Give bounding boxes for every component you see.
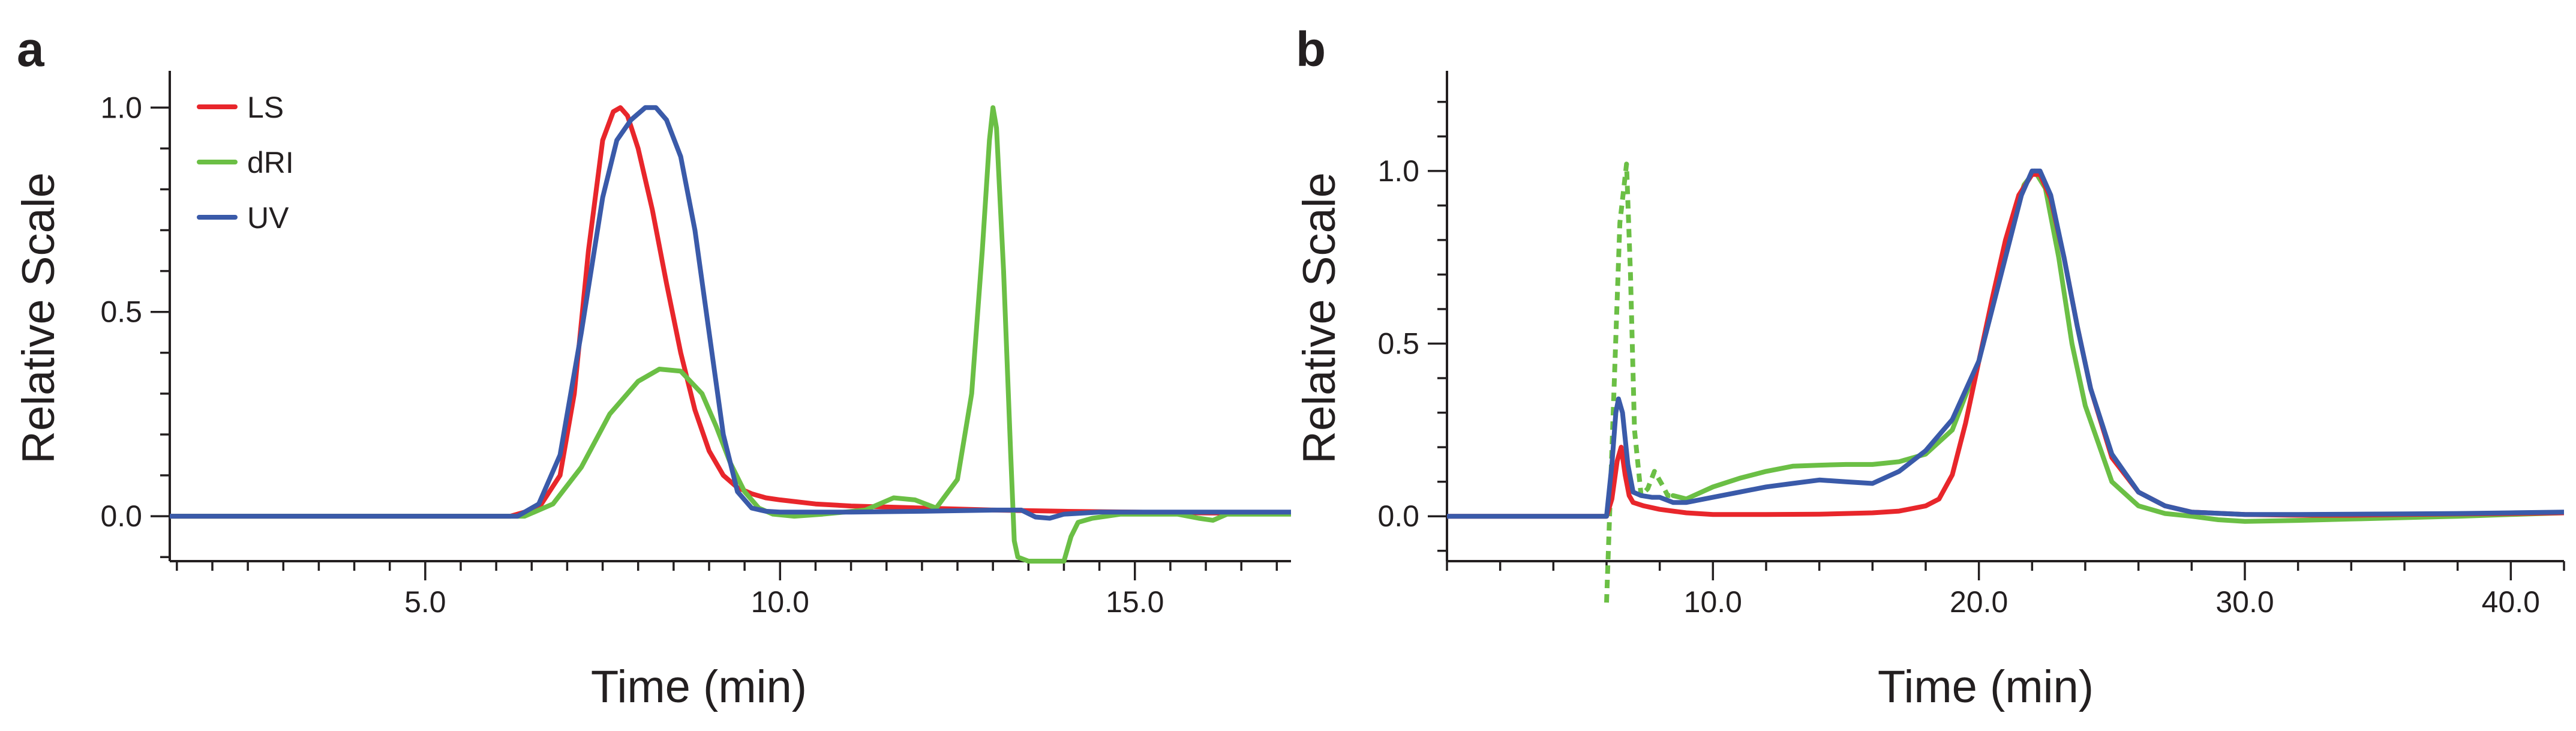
plot-area-b: 10.0 20.0 30.0 40.0 0.0 0.5 1.0 xyxy=(1377,71,2565,619)
x-tick-label: 20.0 xyxy=(1950,585,2008,619)
x-tick-label: 40.0 xyxy=(2482,585,2540,619)
x-tick-label: 10.0 xyxy=(751,585,809,619)
y-axis-title-a: Relative Scale xyxy=(13,172,64,464)
legend-label-ls: LS xyxy=(247,91,284,124)
y-axis-title-b: Relative Scale xyxy=(1294,172,1345,464)
series-line-dri-dashed xyxy=(1604,161,1673,603)
series-line-uv xyxy=(1447,168,2564,519)
x-tick-label: 5.0 xyxy=(404,585,446,619)
x-tick-label: 30.0 xyxy=(2215,585,2274,619)
y-tick-label: 0.0 xyxy=(100,499,142,533)
panel-letter-b: b xyxy=(1296,22,1326,77)
y-tick-label: 1.0 xyxy=(1377,154,1419,188)
plot-area-a: 5.0 10.0 15.0 0.0 0.5 1.0 LS dRI UV xyxy=(100,71,1291,619)
panel-letter-a: a xyxy=(17,22,45,77)
x-axis-title-a: Time (min) xyxy=(591,661,807,712)
y-tick-label: 0.5 xyxy=(100,295,142,329)
legend-label-uv: UV xyxy=(247,201,289,235)
series-line-ls xyxy=(1447,172,2564,519)
x-tick-label: 15.0 xyxy=(1106,585,1164,619)
legend-label-dri: dRI xyxy=(247,146,294,179)
panel-a: a Relative Scale Time (min) 5.0 10.0 15.0 0… xyxy=(13,22,1291,712)
series-line-dri xyxy=(170,105,1291,564)
series-line-uv xyxy=(170,105,1291,521)
y-tick-label: 1.0 xyxy=(100,91,142,124)
y-tick-label: 0.0 xyxy=(1377,499,1419,533)
y-tick-label: 0.5 xyxy=(1377,327,1419,361)
x-tick-label: 10.0 xyxy=(1684,585,1742,619)
x-axis-title-b: Time (min) xyxy=(1878,661,2094,712)
panel-b: b Relative Scale Time (min) 10.0 20.0 30.0… xyxy=(1294,22,2565,712)
